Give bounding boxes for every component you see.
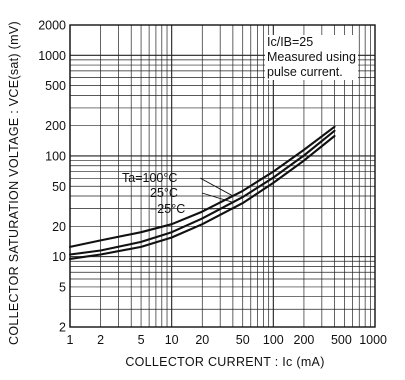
- y-tick-label: 100: [45, 149, 66, 163]
- series-leader-line: [201, 192, 234, 203]
- measurement-note: Ic/IB=25 Measured using pulse current.: [265, 35, 358, 80]
- y-tick-label: 500: [45, 79, 66, 93]
- x-tick-label: 2: [97, 333, 104, 347]
- series-line: [68, 129, 336, 256]
- y-tick-label: 5: [59, 280, 66, 294]
- series-leader-line: [203, 207, 233, 210]
- y-axis-title-wrap: COLLECTOR SATURATION VOLTAGE : VCE(sat) …: [2, 18, 26, 348]
- x-tick-label: 10: [165, 333, 179, 347]
- series-labels: Ta=100°C25°C −25°C: [122, 171, 234, 216]
- series-label: 25°C: [150, 186, 178, 200]
- y-axis-title: COLLECTOR SATURATION VOLTAGE : VCE(sat) …: [7, 21, 21, 345]
- y-tick-label: 10: [52, 250, 66, 264]
- x-tick-label: 1000: [359, 333, 387, 347]
- y-tick-label: 20: [52, 220, 66, 234]
- y-tick-label: 50: [52, 180, 66, 194]
- x-tick-label: 500: [331, 333, 352, 347]
- x-tick-label: 50: [236, 333, 250, 347]
- grid: [69, 24, 375, 328]
- note-line-2: Measured using: [267, 50, 356, 64]
- y-tick-label: 1000: [38, 49, 66, 63]
- y-tick-label: 200: [45, 119, 66, 133]
- series-line: [68, 125, 336, 248]
- y-tick-label: 2000: [38, 19, 66, 33]
- series-label: Ta=100°C: [122, 171, 177, 185]
- x-axis-title: COLLECTOR CURRENT : Ic (mA): [125, 355, 325, 369]
- series-lines: [68, 125, 336, 260]
- x-tick-label: 1: [67, 333, 74, 347]
- x-tick-label: 5: [138, 333, 145, 347]
- y-tick-label: 2: [59, 321, 66, 335]
- series-label: −25°C: [150, 202, 185, 216]
- series-line: [68, 134, 336, 260]
- note-line-1: Ic/IB=25: [267, 35, 314, 49]
- x-tick-label: 20: [195, 333, 209, 347]
- series-leader-line: [199, 177, 234, 197]
- plot-frame: [69, 24, 376, 328]
- x-tick-label: 200: [294, 333, 315, 347]
- note-line-3: pulse current.: [267, 65, 343, 79]
- x-tick-label: 100: [263, 333, 284, 347]
